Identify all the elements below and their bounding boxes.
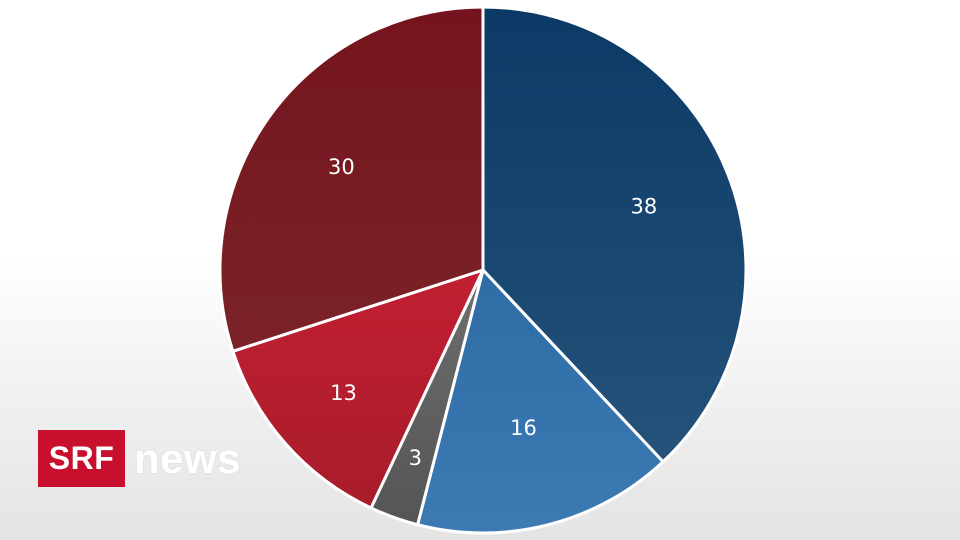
pie-slice-38 (481, 5, 748, 464)
slice-value-label: 13 (330, 381, 357, 405)
pie-labels: 38 16 3 13 30 (328, 155, 657, 470)
pie-slice-13 (231, 268, 485, 510)
slice-value-label: 16 (510, 416, 537, 440)
slice-value-label: 30 (328, 155, 355, 179)
srf-logo-box: SRF (38, 430, 125, 487)
srf-logo-text: SRF (48, 440, 115, 476)
srf-news-logo: SRF news (38, 430, 241, 487)
slice-value-label: 3 (409, 446, 422, 470)
news-logo-text: news (134, 434, 242, 482)
pie-slice-16 (416, 268, 665, 535)
pie-slices (218, 5, 748, 535)
pie-slice-30 (218, 5, 485, 353)
slice-value-label: 38 (630, 194, 657, 218)
